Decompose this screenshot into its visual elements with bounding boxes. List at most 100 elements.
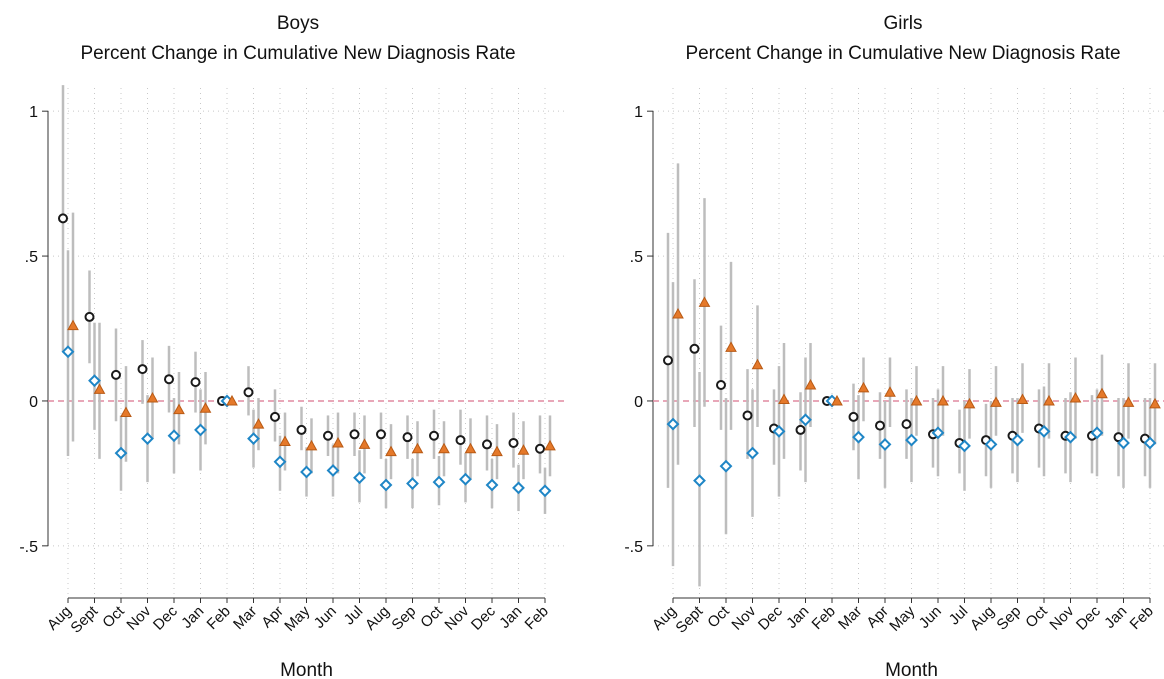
point bbox=[544, 439, 556, 451]
point bbox=[296, 424, 307, 435]
y-tick-label: 0 bbox=[29, 394, 38, 411]
x-tick-label: Dec bbox=[1073, 602, 1104, 633]
point bbox=[666, 417, 680, 431]
point bbox=[300, 465, 313, 479]
point bbox=[146, 392, 159, 403]
point bbox=[1043, 394, 1055, 406]
point bbox=[252, 418, 265, 429]
point bbox=[831, 394, 843, 406]
x-tick-label: Feb bbox=[522, 603, 552, 633]
point bbox=[689, 343, 700, 354]
point bbox=[990, 396, 1002, 407]
x-tick-label: Aug bbox=[44, 603, 75, 634]
point bbox=[1090, 426, 1104, 440]
point bbox=[190, 377, 201, 388]
point bbox=[464, 442, 477, 454]
x-tick-label: Nov bbox=[441, 602, 472, 633]
point bbox=[848, 411, 859, 422]
x-tick-label: Oct bbox=[99, 602, 128, 631]
point bbox=[852, 430, 865, 444]
point bbox=[878, 438, 892, 451]
x-tick-label: Aug bbox=[649, 603, 680, 634]
point bbox=[199, 402, 212, 413]
point bbox=[795, 424, 806, 435]
chart-subtitle: Percent Change in Cumulative New Diagnos… bbox=[685, 43, 1120, 64]
x-tick-label: Jan bbox=[496, 603, 525, 632]
point bbox=[931, 426, 945, 440]
point bbox=[402, 432, 413, 443]
point bbox=[438, 442, 450, 454]
point bbox=[751, 358, 764, 370]
point bbox=[459, 472, 472, 486]
point bbox=[84, 311, 95, 322]
y-tick-label: 0 bbox=[634, 394, 643, 411]
point bbox=[164, 374, 174, 385]
point bbox=[663, 355, 673, 366]
point bbox=[693, 474, 706, 488]
x-axis-label: Month bbox=[280, 660, 333, 679]
point bbox=[332, 436, 344, 448]
point bbox=[58, 213, 68, 224]
point bbox=[508, 437, 519, 448]
y-tick-label: -.5 bbox=[19, 539, 38, 556]
x-tick-label: Sept bbox=[67, 602, 101, 636]
x-tick-label: Sept bbox=[672, 602, 706, 636]
point bbox=[1113, 432, 1124, 443]
point bbox=[111, 369, 121, 380]
point bbox=[455, 435, 466, 446]
point bbox=[719, 459, 733, 473]
point bbox=[804, 378, 817, 390]
x-tick-label: Jan bbox=[783, 603, 812, 632]
point bbox=[1122, 396, 1135, 407]
point bbox=[799, 413, 812, 427]
point bbox=[512, 481, 525, 495]
x-tick-label: Jan bbox=[178, 603, 207, 632]
x-tick-label: Nov bbox=[728, 602, 759, 633]
point bbox=[167, 429, 181, 443]
point bbox=[905, 433, 918, 447]
point bbox=[67, 319, 79, 331]
x-tick-label: Mar bbox=[230, 603, 260, 633]
point bbox=[379, 478, 393, 492]
point bbox=[353, 471, 366, 485]
point bbox=[742, 410, 753, 421]
point bbox=[772, 424, 786, 438]
x-tick-label: Nov bbox=[1046, 602, 1077, 633]
chart-title: Girls bbox=[883, 13, 922, 34]
point bbox=[429, 430, 439, 441]
point bbox=[1096, 387, 1108, 399]
x-tick-label: Jun bbox=[916, 603, 945, 632]
point bbox=[406, 477, 419, 490]
x-tick-label: Aug bbox=[967, 603, 998, 634]
point bbox=[385, 445, 397, 457]
x-tick-label: Jun bbox=[311, 603, 340, 632]
point bbox=[937, 394, 949, 406]
x-tick-label: Mar bbox=[835, 603, 865, 633]
point bbox=[884, 386, 896, 397]
point bbox=[482, 439, 492, 450]
point bbox=[137, 364, 148, 375]
x-tick-label: Apr bbox=[863, 603, 892, 632]
point bbox=[485, 478, 499, 492]
point bbox=[88, 374, 101, 388]
x-tick-label: Aug bbox=[362, 603, 393, 634]
point bbox=[958, 439, 971, 453]
x-tick-label: May bbox=[281, 602, 313, 634]
x-tick-label: Dec bbox=[468, 602, 499, 633]
x-tick-label: Feb bbox=[809, 603, 839, 633]
x-tick-label: Jul bbox=[341, 603, 367, 629]
point bbox=[517, 444, 530, 455]
chart-subtitle: Percent Change in Cumulative New Diagnos… bbox=[80, 43, 515, 64]
point bbox=[1037, 424, 1051, 438]
x-tick-label: May bbox=[886, 602, 918, 634]
x-tick-label: Sep bbox=[993, 603, 1024, 634]
x-tick-label: Oct bbox=[417, 602, 446, 631]
point bbox=[875, 420, 885, 431]
point bbox=[1011, 433, 1024, 447]
x-tick-label: Nov bbox=[123, 602, 154, 633]
x-tick-label: Dec bbox=[150, 602, 181, 633]
point bbox=[376, 429, 386, 440]
chart-title: Boys bbox=[277, 13, 319, 34]
point bbox=[1069, 392, 1082, 403]
